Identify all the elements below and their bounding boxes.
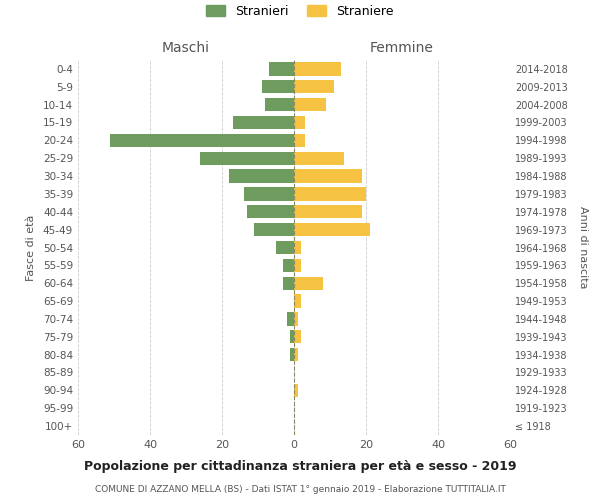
Bar — [283, 258, 294, 272]
Y-axis label: Fasce di età: Fasce di età — [26, 214, 36, 280]
Bar — [294, 62, 341, 76]
Bar — [290, 348, 294, 362]
Text: COMUNE DI AZZANO MELLA (BS) - Dati ISTAT 1° gennaio 2019 - Elaborazione TUTTITAL: COMUNE DI AZZANO MELLA (BS) - Dati ISTAT… — [95, 485, 505, 494]
Bar — [294, 187, 366, 200]
Bar — [294, 294, 301, 308]
Legend: Stranieri, Straniere: Stranieri, Straniere — [203, 1, 397, 21]
Bar — [294, 258, 301, 272]
Bar — [269, 62, 294, 76]
Bar — [294, 152, 344, 165]
Bar — [294, 312, 298, 326]
Bar — [200, 152, 294, 165]
Bar — [287, 312, 294, 326]
Bar — [247, 205, 294, 218]
Text: Femmine: Femmine — [370, 40, 434, 54]
Bar — [294, 276, 323, 290]
Bar — [110, 134, 294, 147]
Bar — [244, 187, 294, 200]
Bar — [294, 170, 362, 183]
Bar — [233, 116, 294, 129]
Bar — [276, 241, 294, 254]
Bar — [294, 348, 298, 362]
Text: Maschi: Maschi — [162, 40, 210, 54]
Bar — [294, 330, 301, 344]
Text: Popolazione per cittadinanza straniera per età e sesso - 2019: Popolazione per cittadinanza straniera p… — [84, 460, 516, 473]
Bar — [294, 205, 362, 218]
Bar — [262, 80, 294, 94]
Bar — [294, 98, 326, 112]
Bar — [254, 223, 294, 236]
Bar — [229, 170, 294, 183]
Bar — [294, 134, 305, 147]
Bar — [283, 276, 294, 290]
Bar — [290, 330, 294, 344]
Y-axis label: Anni di nascita: Anni di nascita — [578, 206, 589, 289]
Bar — [294, 80, 334, 94]
Bar — [265, 98, 294, 112]
Bar — [294, 241, 301, 254]
Bar — [294, 384, 298, 397]
Bar — [294, 223, 370, 236]
Bar — [294, 116, 305, 129]
